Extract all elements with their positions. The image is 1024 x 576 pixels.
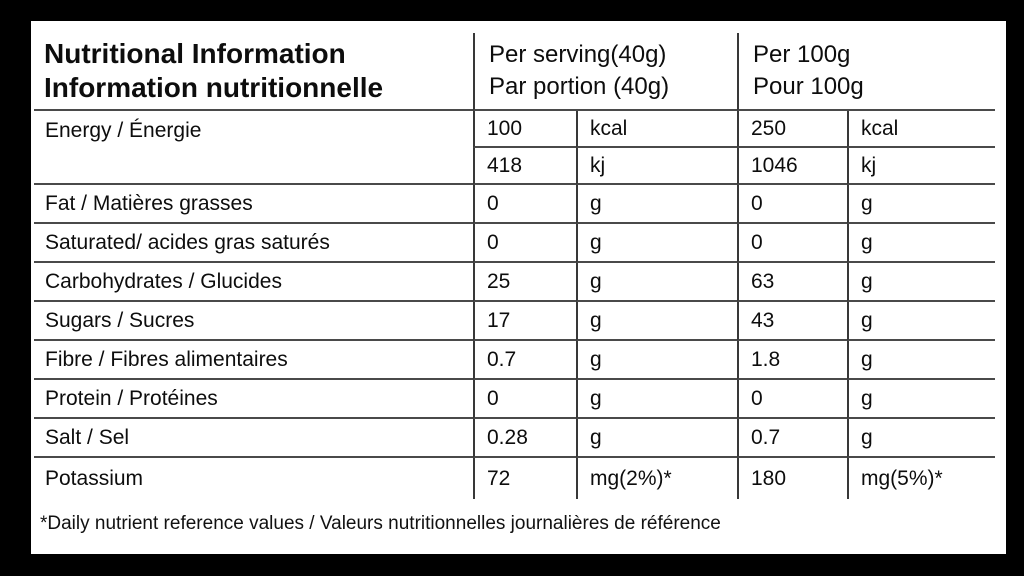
serving-unit: g (576, 224, 737, 263)
per-100g-label-fr: Pour 100g (753, 73, 864, 100)
nutrient-label: Salt / Sel (34, 419, 473, 458)
serving-unit: g (576, 263, 737, 302)
serving-value: 72 (473, 458, 576, 499)
column-header-per-serving: Per serving(40g) Par portion (40g) (473, 33, 737, 111)
nutrient-label: Saturated/ acides gras saturés (34, 224, 473, 263)
per100-unit: g (847, 224, 995, 263)
table-title-fr: Information nutritionnelle (44, 72, 384, 103)
serving-value: 0.7 (473, 341, 576, 380)
nutrition-table: Nutritional Information Information nutr… (34, 33, 995, 499)
per100-value: 180 (737, 458, 847, 499)
per-serving-label-fr: Par portion (40g) (489, 73, 670, 100)
energy-per100-value-kj: 1046 (737, 148, 847, 185)
serving-unit: g (576, 341, 737, 380)
serving-value: 0.28 (473, 419, 576, 458)
energy-per100-unit-kcal: kcal (847, 111, 995, 148)
energy-per100-unit-kj: kj (847, 148, 995, 185)
nutrient-label-energy: Energy / Énergie (34, 111, 473, 185)
energy-serving-value-kcal: 100 (473, 111, 576, 148)
per100-unit: g (847, 185, 995, 224)
per100-unit: g (847, 263, 995, 302)
daily-reference-footnote: *Daily nutrient reference values / Valeu… (40, 513, 721, 534)
nutrient-label: Carbohydrates / Glucides (34, 263, 473, 302)
per100-value: 0 (737, 380, 847, 419)
nutrient-label: Fibre / Fibres alimentaires (34, 341, 473, 380)
energy-serving-unit-kj: kj (576, 148, 737, 185)
per-100g-label-en: Per 100g (753, 41, 851, 69)
nutrient-label: Sugars / Sucres (34, 302, 473, 341)
per100-value: 0.7 (737, 419, 847, 458)
column-header-per-100g: Per 100g Pour 100g (737, 33, 995, 111)
energy-serving-unit-kcal: kcal (576, 111, 737, 148)
serving-unit: g (576, 302, 737, 341)
serving-value: 0 (473, 380, 576, 419)
per100-unit: g (847, 302, 995, 341)
nutrient-label: Protein / Protéines (34, 380, 473, 419)
per100-value: 43 (737, 302, 847, 341)
serving-unit: g (576, 380, 737, 419)
energy-per100-value-kcal: 250 (737, 111, 847, 148)
per100-value: 63 (737, 263, 847, 302)
per100-unit: g (847, 341, 995, 380)
nutrition-label-panel: Nutritional Information Information nutr… (31, 21, 1006, 554)
serving-value: 25 (473, 263, 576, 302)
serving-value: 0 (473, 224, 576, 263)
per100-unit: g (847, 419, 995, 458)
table-title: Nutritional Information Information nutr… (34, 33, 473, 111)
per-serving-label-en: Per serving(40g) (489, 41, 667, 69)
nutrient-label: Potassium (45, 466, 144, 490)
serving-unit: mg(2%)* (576, 458, 737, 499)
serving-value: 0 (473, 185, 576, 224)
serving-unit: g (576, 185, 737, 224)
table-title-en: Nutritional Information (44, 38, 346, 70)
serving-value: 17 (473, 302, 576, 341)
per100-value: 1.8 (737, 341, 847, 380)
energy-serving-value-kj: 418 (473, 148, 576, 185)
nutrient-label: Fat / Matières grasses (34, 185, 473, 224)
per100-value: 0 (737, 224, 847, 263)
serving-unit: g (576, 419, 737, 458)
per100-unit: mg(5%)* (847, 458, 995, 499)
per100-value: 0 (737, 185, 847, 224)
per100-unit: g (847, 380, 995, 419)
